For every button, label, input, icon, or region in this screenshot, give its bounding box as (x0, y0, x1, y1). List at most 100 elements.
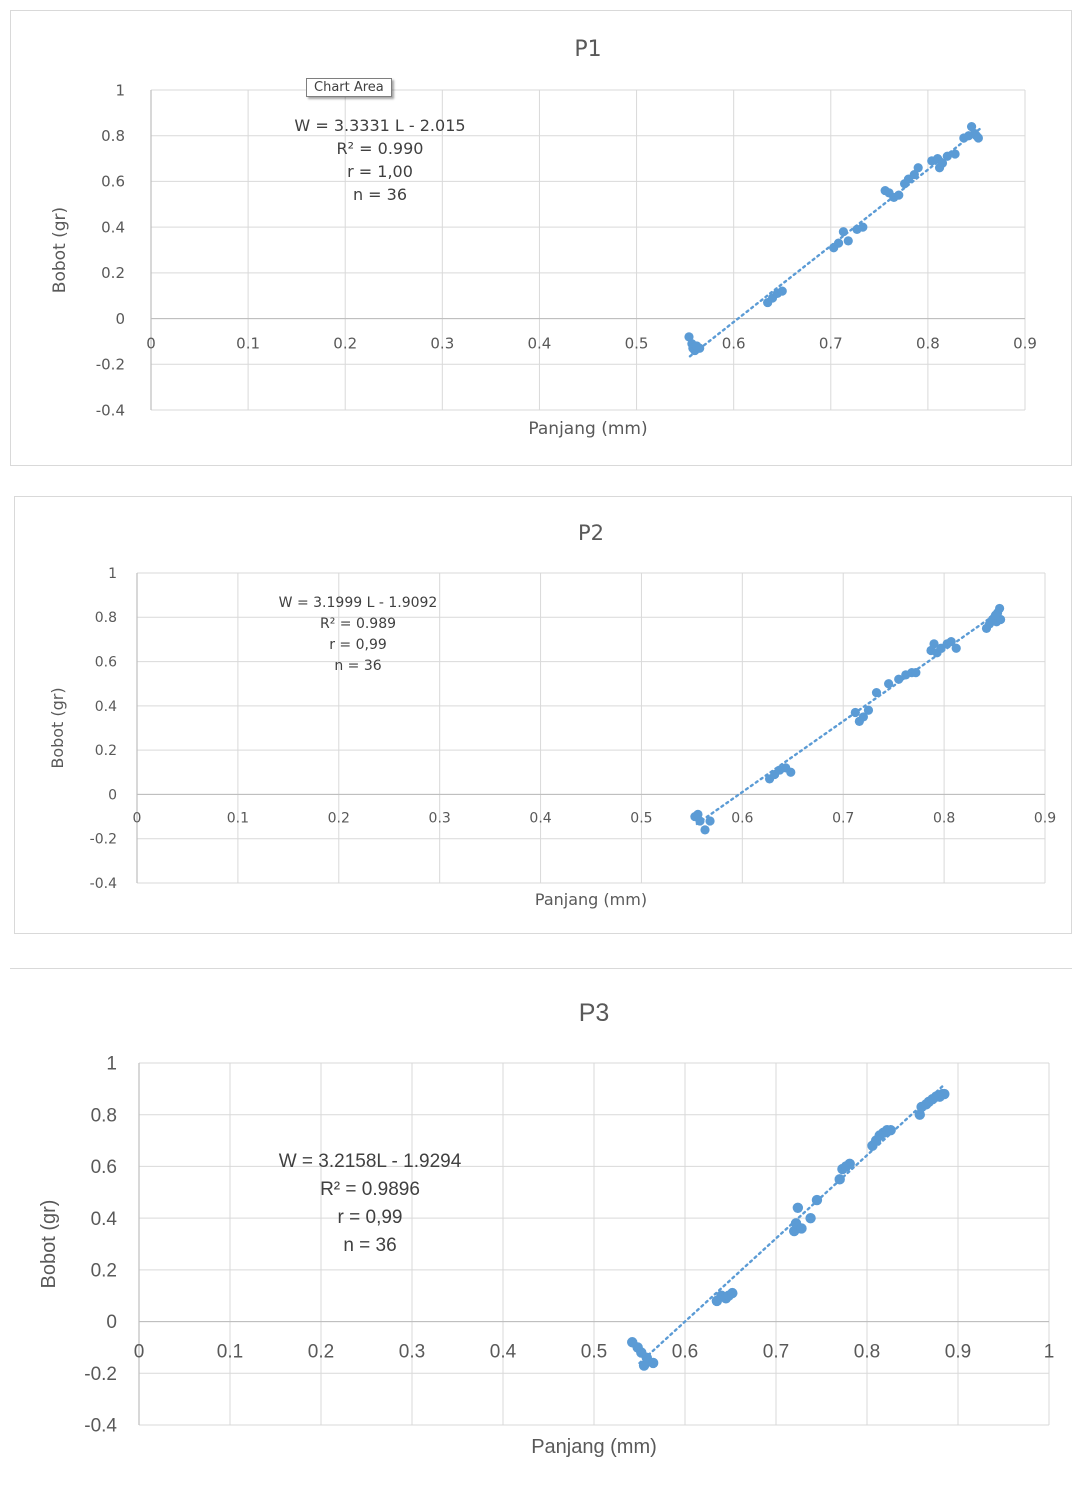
x-tick-label: 1 (1044, 1342, 1055, 1363)
x-tick-label: 0 (133, 810, 142, 826)
x-tick-label: 0.7 (819, 335, 843, 353)
equation-label: R² = 0.990 (337, 139, 424, 158)
equation-label: r = 1,00 (347, 162, 413, 181)
data-point (913, 163, 923, 173)
y-tick-label: 0.6 (95, 654, 117, 670)
x-tick-label: 0.6 (672, 1342, 698, 1363)
data-points (627, 1088, 950, 1371)
gridlines (150, 89, 1026, 411)
x-tick-label: 0.1 (217, 1342, 243, 1363)
data-point (863, 705, 874, 715)
data-point (914, 1109, 925, 1120)
equation-label: W = 3.3331 L - 2.015 (294, 116, 465, 135)
y-tick-label: 0 (106, 1312, 117, 1333)
y-tick-label: -0.2 (84, 1364, 117, 1385)
data-point (777, 286, 787, 296)
y-tick-label: 0.2 (91, 1261, 117, 1282)
x-tick-label: 0.1 (227, 810, 249, 826)
x-tick-label: 0.7 (832, 810, 854, 826)
y-tick-label: 0.8 (95, 610, 117, 626)
x-tick-label: 0.3 (399, 1342, 425, 1363)
x-tick-label: 0.5 (630, 810, 652, 826)
gridlines (138, 1062, 1050, 1426)
y-axis-label: Bobot (gr) (50, 207, 70, 293)
x-tick-label: 0.7 (763, 1342, 789, 1363)
y-axis-label: Bobot (gr) (38, 1200, 60, 1289)
x-tick-label: 0.3 (430, 335, 454, 353)
x-axis-label: Panjang (mm) (528, 419, 647, 439)
data-point (727, 1287, 738, 1299)
y-tick-label: 0 (115, 310, 125, 328)
data-point (885, 1125, 896, 1136)
y-tick-label: -0.4 (90, 876, 117, 892)
equation-label: n = 36 (343, 1235, 396, 1256)
y-tick-label: 0.6 (101, 173, 125, 191)
x-tick-label: 0.3 (429, 810, 451, 826)
data-point (833, 238, 844, 248)
x-tick-label: 0.5 (625, 335, 649, 353)
data-point (894, 190, 904, 200)
y-tick-label: 0.6 (91, 1157, 117, 1178)
data-point (946, 637, 956, 647)
x-tick-label: 0.1 (236, 335, 260, 353)
x-tick-label: 0.4 (529, 810, 551, 826)
x-tick-label: 0.2 (308, 1342, 334, 1363)
x-tick-label: 0.2 (333, 335, 357, 353)
data-point (850, 707, 860, 718)
x-tick-label: 0.5 (581, 1342, 607, 1363)
x-tick-label: 0.2 (328, 810, 350, 826)
data-point (937, 158, 948, 168)
x-tick-label: 0.6 (722, 335, 746, 353)
y-tick-label: 0.4 (91, 1209, 118, 1230)
x-tick-label: 0.8 (933, 810, 955, 826)
y-tick-label: 0.8 (101, 127, 125, 145)
x-axis-label: Panjang (mm) (535, 890, 647, 909)
y-tick-label: 1 (108, 566, 117, 582)
data-point (844, 1158, 855, 1170)
chart-area-tooltip: Chart Area (306, 78, 392, 97)
chart-title: P3 (579, 999, 610, 1027)
chart-title: P1 (574, 37, 601, 62)
y-tick-label: 0.4 (95, 699, 117, 715)
y-axis-label: Bobot (gr) (48, 687, 67, 768)
chart-p1-svg: P1 0 0.1 0.2 0.3 0.4 0.5 0.6 0.7 0.8 0.9 1 0.8 0.6 0.4… (50, 37, 1037, 439)
data-points (684, 121, 983, 356)
data-point (995, 603, 1005, 614)
data-point (843, 236, 853, 246)
data-points (690, 603, 1006, 835)
x-tick-label: 0.4 (528, 335, 552, 353)
data-point (786, 767, 796, 777)
y-tick-label: -0.4 (96, 401, 125, 419)
x-tick-label: 0 (146, 335, 156, 353)
equation-label: n = 36 (353, 185, 407, 204)
data-point (796, 1223, 807, 1234)
y-tick-label: 1 (115, 81, 125, 99)
data-point (909, 169, 919, 180)
x-tick-label: 0.9 (1013, 335, 1037, 353)
y-tick-label: 0.8 (91, 1105, 117, 1126)
y-tick-label: 0.2 (101, 264, 125, 282)
y-tick-label: -0.4 (84, 1416, 117, 1437)
equation-label: n = 36 (334, 658, 381, 674)
y-tick-label: -0.2 (96, 356, 125, 374)
y-tick-label: 0.4 (101, 218, 125, 236)
data-point (695, 816, 705, 826)
data-point (838, 227, 849, 237)
data-point (911, 668, 921, 678)
data-point (705, 816, 715, 826)
x-tick-label: 0.9 (1034, 810, 1056, 826)
equation-label: r = 0,99 (329, 637, 387, 653)
chart-p3-svg: P3 0 0.1 0.2 0.3 0.4 0.5 0.6 0.7 0.8 0.9 1 1 0.8 0.6 0.… (38, 999, 1055, 1458)
data-point (811, 1194, 823, 1206)
data-point (894, 674, 904, 684)
equation-label: W = 3.2158L - 1.9294 (279, 1151, 462, 1172)
data-point (929, 639, 939, 649)
y-tick-label: -0.2 (90, 832, 117, 848)
data-point (871, 687, 882, 698)
x-tick-label: 0.8 (854, 1342, 880, 1363)
data-point (950, 149, 960, 159)
data-point (700, 825, 710, 835)
chart-title: P2 (578, 521, 604, 545)
data-point (695, 343, 705, 353)
data-point (990, 610, 1001, 620)
